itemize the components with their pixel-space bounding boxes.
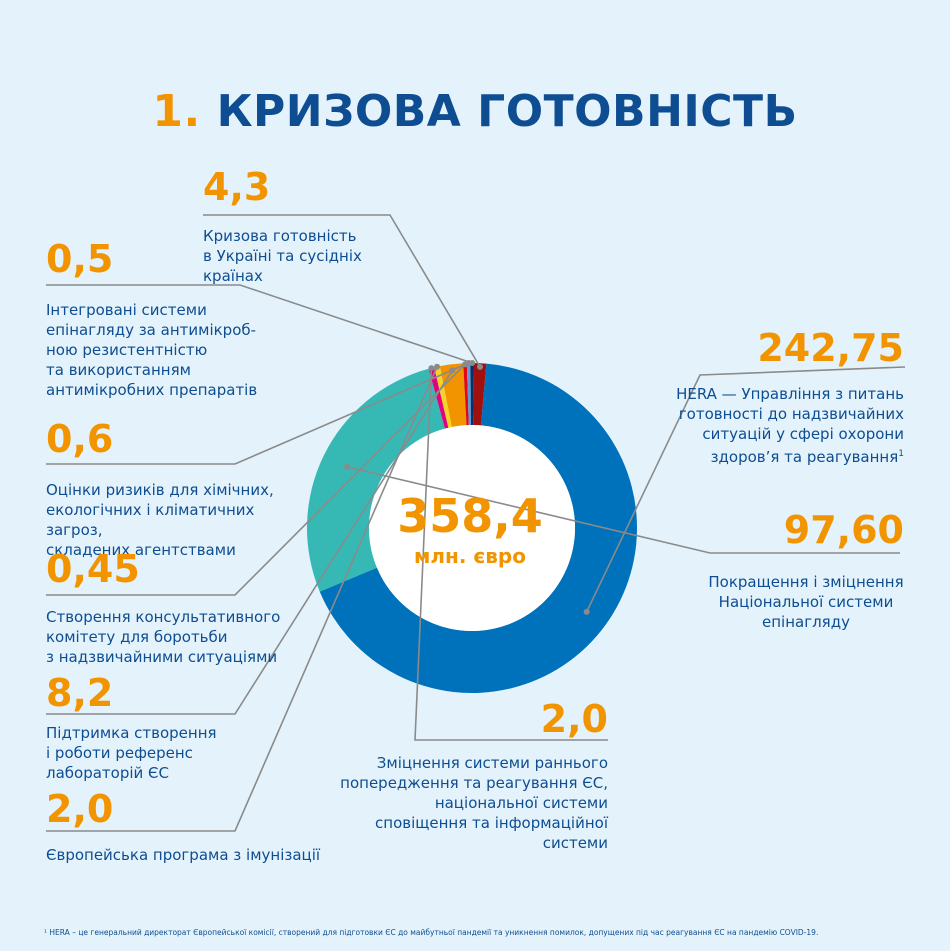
label-reference-labs: Підтримка створення і роботи референс ла… <box>46 724 217 782</box>
slice-early-warning <box>428 367 449 429</box>
leader-line-surveillance <box>346 466 900 554</box>
slice-immunization <box>434 366 452 428</box>
value-reference-labs: 8,2 <box>46 671 114 715</box>
leader-dot-ukraine <box>477 363 484 370</box>
footnote: ¹ HERA – це генеральний директорат Європ… <box>44 928 819 937</box>
value-hera: 242,75 <box>757 326 904 370</box>
value-ukraine: 4,3 <box>203 165 271 209</box>
leader-line-early-warning <box>414 368 608 741</box>
slice-hera <box>319 363 637 693</box>
value-advisory: 0,45 <box>46 547 140 591</box>
leader-dot-early-warning <box>428 365 435 372</box>
chart-unit: млн. євро <box>414 544 526 568</box>
leader-dot-amr <box>469 360 476 367</box>
page-title: 1. КРИЗОВА ГОТОВНІСТЬ <box>0 86 950 137</box>
slice-surveillance <box>307 368 445 592</box>
footnote-mark: 1 <box>898 449 904 459</box>
title-number: 1. <box>152 86 201 137</box>
leader-line-immunization <box>46 366 438 832</box>
slice-risk <box>466 363 472 426</box>
title-text: КРИЗОВА ГОТОВНІСТЬ <box>216 86 798 137</box>
value-surveillance: 97,60 <box>783 508 904 552</box>
value-immunization: 2,0 <box>46 787 114 831</box>
value-early-warning: 2,0 <box>540 697 608 741</box>
label-advisory: Створення консультативного комітету для … <box>46 608 281 666</box>
label-ukraine: Кризова готовність в Україні та сусідніх… <box>203 227 362 285</box>
leader-line-risk <box>46 362 469 465</box>
value-risk: 0,6 <box>46 417 114 461</box>
label-risk: Оцінки ризиків для хімічних, екологічних… <box>46 481 274 559</box>
value-amr: 0,5 <box>46 237 114 281</box>
label-amr: Інтегровані системи епінагляду за антимі… <box>46 301 258 399</box>
slice-amr <box>470 363 475 426</box>
leader-line-amr <box>46 284 473 364</box>
slice-advisory <box>463 363 469 426</box>
label-early-warning: Зміцнення системи раннього попередження … <box>340 754 608 852</box>
leader-dot-immunization <box>434 363 441 370</box>
label-hera: HERA — Управління з питань готовності до… <box>644 384 904 467</box>
label-surveillance: Покращення і зміцнення Національної сист… <box>708 573 904 631</box>
chart-total: 358,4 <box>397 489 543 543</box>
leader-line-reference-labs <box>46 370 453 715</box>
leader-dot-hera <box>583 608 590 615</box>
label-immunization: Європейська програма з імунізації <box>46 846 321 864</box>
leader-line-ukraine <box>203 214 481 368</box>
donut-hole <box>369 425 575 631</box>
label-hera-text: HERA — Управління з питань готовності до… <box>676 385 904 466</box>
slice-ukraine <box>473 363 487 426</box>
leader-dot-surveillance <box>344 463 351 470</box>
leader-line-advisory <box>46 363 466 596</box>
